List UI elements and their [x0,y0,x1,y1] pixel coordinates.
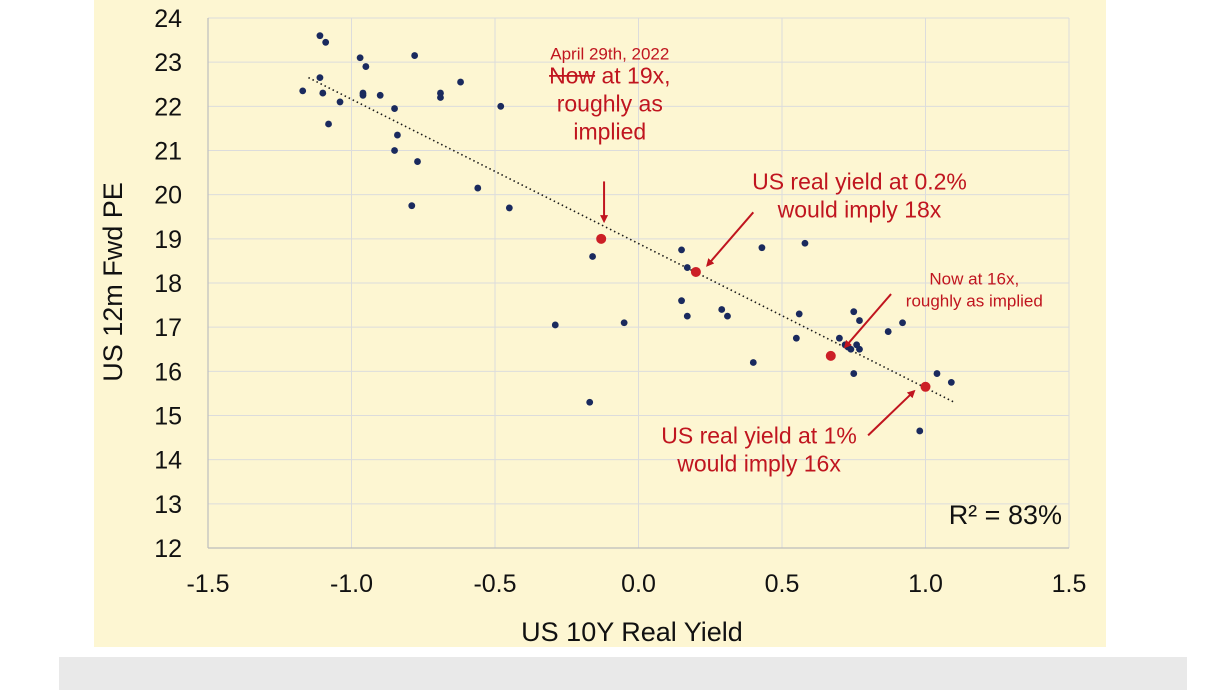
x-tick-label: 1.5 [1052,570,1087,598]
data-point [414,158,421,165]
annotation-text: Now at 16x, [929,270,1019,289]
x-tick-label: 1.0 [908,570,943,598]
y-tick-label: 23 [154,49,182,77]
x-tick-label: -1.5 [186,570,229,598]
highlight-point [825,350,836,361]
data-point [850,308,858,316]
data-point [394,131,401,139]
data-point [795,310,803,318]
axes: 12 13 14 15 16 17 18 19 20 21 22 23 24 -1.5 -1.0 -0.5 0.… [154,5,1086,598]
y-tick-label: 13 [154,491,182,519]
data-point [362,63,370,70]
data-point [683,264,691,271]
data-point [316,32,324,40]
data-point [356,54,364,62]
data-point [678,246,685,254]
data-point [856,345,863,353]
data-point [437,94,444,101]
footer-bar [59,657,1187,690]
data-point [474,184,482,192]
y-tick-label: 18 [154,270,182,298]
x-tick-label: 0.5 [765,570,800,598]
annotation-arrows [600,181,916,437]
data-point [801,239,809,247]
y-tick-label: 14 [154,447,182,475]
trendline [308,76,955,403]
y-tick-label: 16 [154,358,182,386]
x-tick-label: -0.5 [473,570,516,598]
data-point [457,78,464,86]
chart-panel [94,0,1106,647]
data-point [836,334,843,342]
data-point [899,319,906,327]
data-point [319,89,327,97]
y-tick-label: 22 [154,93,182,121]
x-tick-label: 0.0 [621,570,656,598]
grid [207,17,1070,549]
data-point [678,297,685,305]
r-squared-label: R² = 83% [949,500,1062,530]
data-point [586,398,594,406]
y-tick-label: 21 [154,138,182,166]
data-point [916,427,924,435]
data-point [551,321,559,329]
annotation-text: would imply 16x [676,450,841,476]
y-tick-label: 17 [154,314,182,342]
y-tick-label: 12 [154,535,182,563]
annotation-text: implied [573,118,646,144]
data-point [376,91,384,99]
data-point [850,370,858,377]
y-tick-label: 24 [154,5,182,33]
annotation-arrow [867,389,916,437]
x-tick-label: -1.0 [330,570,373,598]
data-point [947,378,955,386]
highlight-point [920,381,931,392]
data-point [792,334,800,342]
annotation-text: April 29th, 2022 [550,44,669,63]
y-tick-label: 15 [154,403,182,431]
data-point [856,317,863,324]
data-point [391,105,398,112]
annotation-text: US real yield at 1% [661,422,857,448]
trendline-path [308,76,955,403]
annotation-arrow [843,293,892,349]
data-point [884,328,892,335]
annotation-text: roughly as implied [906,292,1043,311]
data-point [316,74,324,82]
data-point [749,359,757,366]
data-point [408,202,416,210]
data-point [391,147,398,154]
highlight-point [690,266,701,277]
data-point [336,98,344,106]
data-point [411,52,419,59]
annotation-text: US real yield at 0.2% [752,168,967,194]
x-axis-label: US 10Y Real Yield [521,617,743,647]
data-point [505,204,513,212]
data-points [299,32,955,435]
data-point [847,345,855,353]
data-point [322,38,330,46]
data-point [325,120,332,128]
data-point [359,91,367,99]
data-point [497,102,505,110]
data-point [299,87,307,95]
annotation-text: would imply 18x [777,196,942,222]
data-point [758,244,766,252]
annotation-text: roughly as [557,90,663,116]
data-point [718,306,726,313]
highlight-point [596,233,607,244]
y-tick-label: 20 [154,182,182,210]
y-axis-label: US 12m Fwd PE [98,182,128,382]
y-tick-label: 19 [154,226,182,254]
annotation-arrow [706,211,755,267]
data-point [589,253,596,260]
data-point [933,370,941,377]
data-point [683,312,691,320]
data-point [724,312,731,320]
data-point [620,319,628,327]
